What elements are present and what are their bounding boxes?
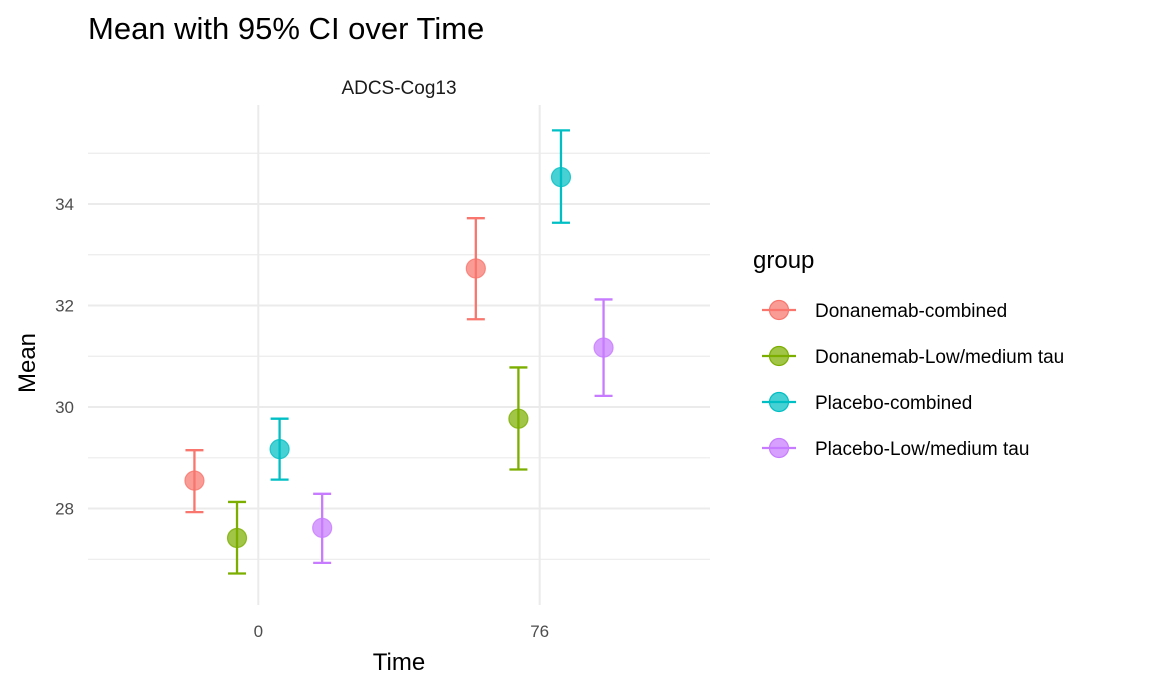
legend-item: Placebo-combined xyxy=(762,391,972,414)
x-tick-label: 0 xyxy=(254,622,263,641)
error-bar-point xyxy=(269,417,290,481)
mean-point xyxy=(593,337,614,358)
error-bar-point xyxy=(312,492,333,565)
legend-item: Donanemab-Low/medium tau xyxy=(762,345,1064,368)
y-tick-label: 28 xyxy=(55,500,74,519)
legend-key-point xyxy=(768,345,790,367)
error-bar-point xyxy=(593,298,614,398)
legend-key-point xyxy=(768,299,790,321)
mean-point xyxy=(465,258,486,279)
data-marks xyxy=(184,129,614,575)
chart-title: Mean with 95% CI over Time xyxy=(88,11,484,46)
legend-key-point xyxy=(768,437,790,459)
error-bar-point xyxy=(465,217,486,321)
legend-item: Donanemab-combined xyxy=(762,299,1007,322)
y-axis-ticks: 28 30 32 34 xyxy=(55,195,74,519)
legend: group Donanemab-combined Donanemab-Low/me… xyxy=(753,247,1064,460)
legend-item: Placebo-Low/medium tau xyxy=(762,437,1029,460)
legend-label: Donanemab-combined xyxy=(815,301,1007,322)
legend-title: group xyxy=(753,247,814,274)
legend-label: Donanemab-Low/medium tau xyxy=(815,347,1064,368)
error-bar-point xyxy=(550,129,572,224)
y-axis-label: Mean xyxy=(14,333,41,393)
facet-strip-label: ADCS-Cog13 xyxy=(341,78,456,99)
mean-point xyxy=(184,470,205,491)
mean-point xyxy=(269,439,290,460)
error-bar-point xyxy=(226,500,248,575)
x-axis-ticks: 0 76 xyxy=(254,622,550,641)
mean-point xyxy=(312,517,333,538)
grid-lines xyxy=(88,105,710,605)
mean-point xyxy=(508,408,529,429)
mean-point xyxy=(550,166,572,188)
y-tick-label: 34 xyxy=(55,195,74,214)
error-bar-point xyxy=(508,366,529,471)
y-tick-label: 30 xyxy=(55,398,74,417)
x-tick-label: 76 xyxy=(530,622,549,641)
error-bar-point xyxy=(184,449,205,514)
mean-point xyxy=(226,527,248,549)
legend-label: Placebo-Low/medium tau xyxy=(815,439,1029,460)
legend-key-point xyxy=(768,391,790,413)
y-tick-label: 32 xyxy=(55,297,74,316)
x-axis-label: Time xyxy=(373,649,425,676)
legend-label: Placebo-combined xyxy=(815,393,972,414)
